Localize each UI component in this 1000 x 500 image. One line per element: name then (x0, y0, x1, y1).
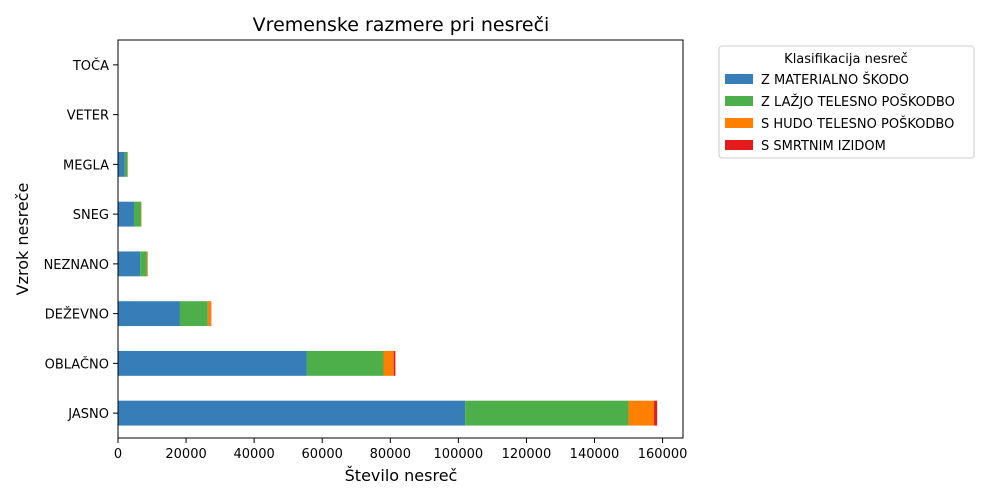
bar-megla-series-1 (124, 151, 128, 177)
plot-frame (117, 39, 684, 439)
x-tick-label: 40000 (233, 447, 274, 462)
y-tick-label-sneg: SNEG (73, 208, 109, 223)
y-tick-label-neznano: NEZNANO (44, 258, 109, 273)
bar-neznano-series-2 (146, 251, 148, 277)
legend-label-1: Z LAŽJO TELESNO POŠKODBO (761, 94, 955, 110)
legend-label-2: S HUDO TELESNO POŠKODBO (761, 116, 954, 132)
x-tick-label: 80000 (370, 447, 411, 462)
bars-layer (118, 52, 658, 426)
bar-neznano-series-1 (140, 251, 147, 277)
bar-jasno-series-1 (465, 400, 629, 426)
bar-neznano-series-0 (118, 251, 141, 277)
legend-items: Z MATERIALNO ŠKODO Z LAŽJO TELESNO POŠKOD… (725, 72, 955, 154)
x-tick-label: 60000 (302, 447, 343, 462)
x-tick-label: 0 (114, 447, 122, 462)
legend-title: Klasifikacija nesreč (784, 52, 908, 67)
x-tick-label: 140000 (570, 447, 620, 462)
legend-frame (718, 45, 975, 159)
bar-deževno-series-2 (207, 301, 211, 327)
y-tick-label-veter: VETER (67, 109, 109, 124)
legend-label-3: S SMRTNIM IZIDOM (761, 139, 886, 154)
legend-swatch-3 (725, 140, 753, 150)
bar-megla-series-0 (118, 151, 125, 177)
legend-label-0: Z MATERIALNO ŠKODO (761, 72, 909, 88)
y-tick-label-oblačno: OBLAČNO (45, 356, 109, 372)
bar-sneg-series-0 (118, 201, 134, 227)
bar-oblačno-series-0 (118, 350, 307, 376)
y-axis-title: Vzrok nesreče (13, 183, 32, 296)
bar-jasno-series-3 (654, 400, 658, 426)
bar-oblačno-series-1 (306, 350, 384, 376)
x-tick-label: 100000 (434, 447, 484, 462)
x-tick-label: 160000 (638, 447, 688, 462)
y-tick-label-jasno: JASNO (67, 407, 109, 422)
legend: Klasifikacija nesreč Z MATERIALNO ŠKODOZ… (718, 45, 975, 159)
bar-deževno-series-0 (118, 301, 180, 327)
bar-oblačno-series-3 (393, 350, 396, 376)
x-axis-title: Število nesreč (345, 466, 458, 485)
legend-swatch-2 (725, 118, 753, 128)
bar-deževno-series-1 (179, 301, 208, 327)
chart-title: Vremenske razmere pri nesreči (253, 14, 550, 36)
y-tick-label-toča: TOČA (72, 58, 109, 74)
bar-sneg-series-1 (133, 201, 142, 227)
x-axis-ticks: 0 20000 40000 60000 80000 100000 120000 140000 1… (114, 438, 688, 462)
bar-oblačno-series-2 (383, 350, 394, 376)
y-tick-label-deževno: DEŽEVNO (45, 307, 109, 323)
y-tick-label-megla: MEGLA (63, 158, 109, 173)
bar-jasno-series-2 (628, 400, 655, 426)
x-tick-label: 20000 (165, 447, 206, 462)
legend-swatch-0 (725, 74, 753, 84)
x-tick-label: 120000 (502, 447, 552, 462)
legend-swatch-1 (725, 96, 753, 106)
bar-jasno-series-0 (118, 400, 466, 426)
y-axis-ticks: JASNO OBLAČNO DEŽEVNO NEZNANO SNEG MEGLA VETER… (44, 58, 118, 422)
